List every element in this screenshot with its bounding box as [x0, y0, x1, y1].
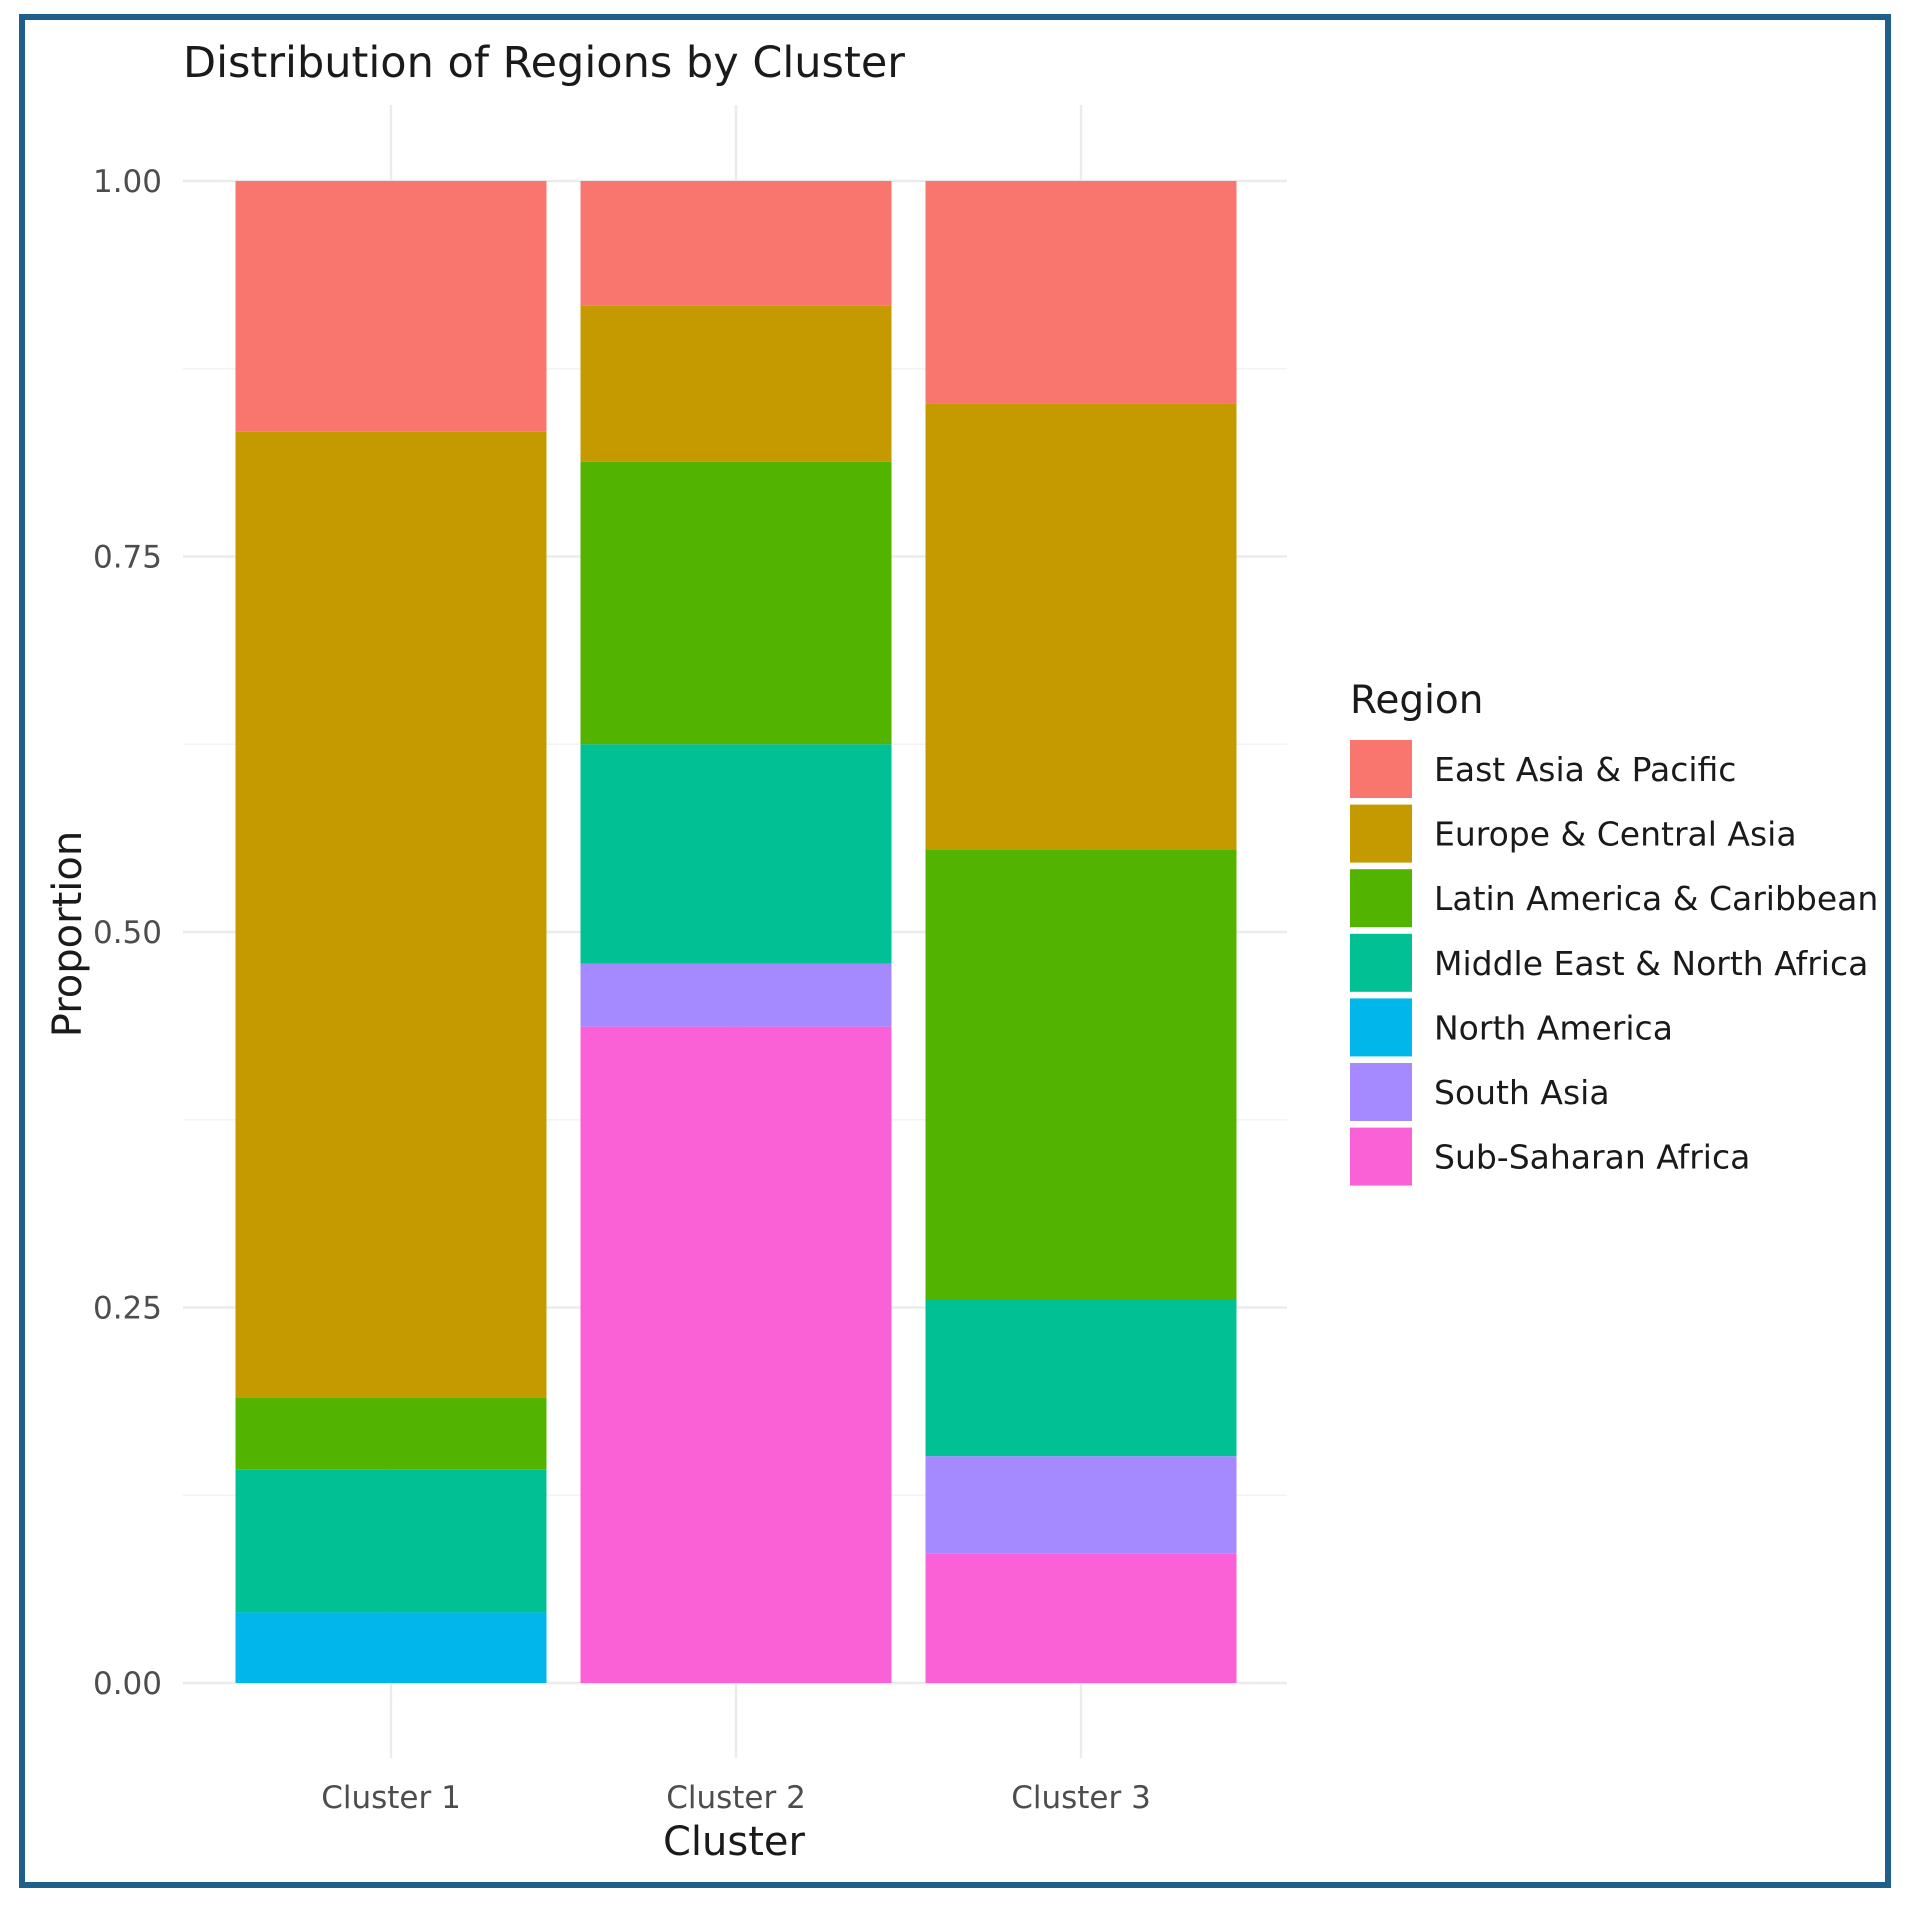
bar-segment: Cluster 1 – Europe & Central Asia: 0.643	[235, 431, 547, 1398]
legend-key	[1350, 998, 1412, 1057]
bar-segment: Cluster 3 – Europe & Central Asia: 0.297	[925, 403, 1237, 850]
legend-label: Europe & Central Asia	[1434, 815, 1797, 854]
legend-key	[1350, 933, 1412, 992]
legend-label: Sub-Saharan Africa	[1434, 1138, 1750, 1177]
legend-key	[1350, 740, 1412, 798]
legend-title: Region	[1350, 678, 1484, 723]
legend-label: North America	[1434, 1008, 1673, 1047]
legend-label: Middle East & North Africa	[1434, 944, 1868, 983]
legend-label: Latin America & Caribbean	[1434, 879, 1878, 918]
bar-segment: Cluster 3 – Middle East & North Africa: …	[925, 1299, 1237, 1457]
bar-segment: Cluster 1 – Middle East & North Africa: …	[235, 1469, 547, 1613]
legend-key	[1350, 869, 1412, 928]
bar-segment: Cluster 1 – East Asia & Pacific: 0.167	[235, 181, 547, 432]
legend: Region East Asia & Pacific Europe & Centr…	[1350, 678, 1878, 1186]
x-axis-title: Cluster	[663, 1819, 806, 1865]
y-tick-label: 1.00	[93, 164, 162, 200]
y-axis-title: Proportion	[45, 831, 91, 1037]
legend-label: South Asia	[1434, 1073, 1610, 1112]
legend-items: East Asia & Pacific Europe & Central Asia…	[1350, 740, 1878, 1186]
x-axis-tick-labels: Cluster 1 Cluster 2 Cluster 3	[321, 1780, 1151, 1816]
bar-segment: Cluster 3 – Latin America & Caribbean: 0…	[925, 849, 1237, 1300]
bar-segment: Cluster 2 – Latin America & Caribbean: 0…	[580, 461, 892, 745]
y-tick-label: 0.00	[93, 1666, 162, 1702]
bar-segment: Cluster 1 – Latin America & Caribbean: 0…	[235, 1397, 547, 1470]
legend-key	[1350, 1127, 1412, 1186]
bar-segment: Cluster 2 – East Asia & Pacific: 0.083	[580, 181, 892, 306]
bar-segment: Cluster 3 – Sub-Saharan Africa: 0.086	[925, 1553, 1237, 1683]
bar-segment: Cluster 3 – East Asia & Pacific: 0.148	[925, 181, 1237, 404]
bar-segment: Cluster 3 – South Asia: 0.065	[925, 1456, 1237, 1554]
x-tick-label: Cluster 2	[666, 1780, 806, 1816]
y-axis-tick-labels: 0.00 0.25 0.50 0.75 1.00	[93, 164, 162, 1702]
y-tick-label: 0.75	[93, 540, 162, 576]
y-tick-label: 0.50	[93, 915, 162, 951]
x-tick-label: Cluster 1	[321, 1780, 461, 1816]
bar-segment: Cluster 2 – Middle East & North Africa: …	[580, 744, 892, 964]
bar-segment: Cluster 2 – Sub-Saharan Africa: 0.437	[580, 1026, 892, 1683]
bar-segment: Cluster 1 – North America: 0.047	[235, 1612, 547, 1683]
bar-segment: Cluster 2 – South Asia: 0.042	[580, 963, 892, 1027]
legend-label: East Asia & Pacific	[1434, 750, 1736, 789]
bar-segment: Cluster 2 – Europe & Central Asia: 0.104	[580, 305, 892, 462]
bar-segments: Cluster 1 – North America: 0.047Cluster …	[235, 181, 1237, 1683]
x-tick-label: Cluster 3	[1011, 1780, 1151, 1816]
legend-key	[1350, 1063, 1412, 1121]
legend-key	[1350, 804, 1412, 863]
chart-title: Distribution of Regions by Cluster	[183, 38, 905, 88]
y-tick-label: 0.25	[93, 1291, 162, 1327]
